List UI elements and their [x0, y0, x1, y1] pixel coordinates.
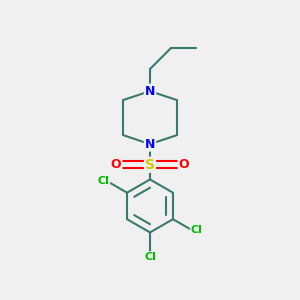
Text: O: O — [178, 158, 189, 171]
Text: Cl: Cl — [144, 252, 156, 262]
Text: Cl: Cl — [98, 176, 109, 186]
Text: Cl: Cl — [191, 225, 203, 235]
Text: S: S — [145, 158, 155, 172]
Text: N: N — [145, 85, 155, 98]
Text: N: N — [145, 138, 155, 151]
Text: O: O — [111, 158, 122, 171]
